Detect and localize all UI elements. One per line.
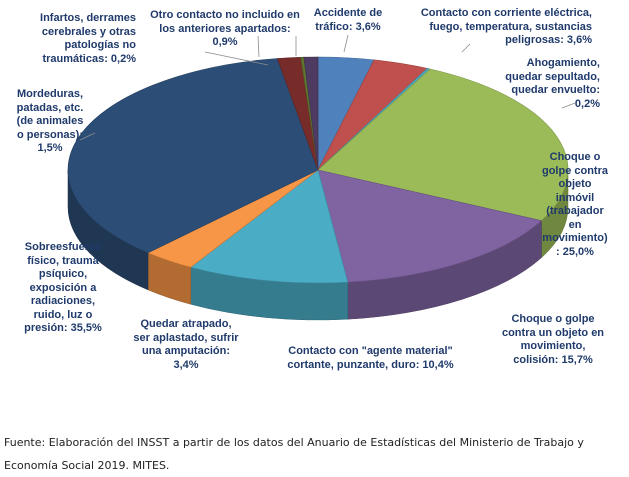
leader-line-infartos <box>257 35 260 58</box>
label-choque-inmovil: Choque o golpe contra objeto inmóvil (tr… <box>541 151 608 258</box>
label-contacto-corriente: Contacto con corriente eléctrica, fuego,… <box>420 7 592 46</box>
leader-line-trafico <box>343 34 349 53</box>
label-mordeduras: Mordeduras, patadas, etc. (de animales o… <box>16 88 84 154</box>
pie-top-faces <box>67 56 569 284</box>
pie-slice-otro-contacto-no-incluido-en-los-anterio <box>303 56 319 171</box>
leader-line-ahogamiento <box>561 102 576 109</box>
label-infartos: Infartos, derrames cerebrales y otras pa… <box>40 12 136 65</box>
leader-lines-top <box>79 34 576 141</box>
pie-slice-contacto-con-agente-material-cortante-pu <box>190 169 349 284</box>
label-ahogamiento: Ahogamiento, quedar sepultado, quedar en… <box>505 57 600 110</box>
pie-chart: Accidente de tráfico: 3,6% Contacto con … <box>16 7 608 371</box>
pie-slice-sobreesfuerzo-fisico-trauma-psiquico-exp <box>67 58 319 254</box>
label-choque-movimiento: Choque o golpe contra un objeto en movim… <box>501 313 605 366</box>
label-otro-contacto: Otro contacto no incluido en los anterio… <box>150 9 300 48</box>
source-note: Fuente: Elaboración del INSST a partir d… <box>4 436 584 472</box>
pie-slice-choque-o-golpe-contra-objeto-inmovil-tra <box>317 68 569 221</box>
pie-side-walls <box>67 169 569 321</box>
label-accidente-trafico: Accidente de tráfico: 3,6% <box>313 7 383 33</box>
leader-line-mordeduras-link <box>204 51 269 66</box>
pie-slice-choque-o-golpe-contra-un-objeto-en-movim <box>317 169 543 283</box>
leader-line-electrica <box>461 43 471 53</box>
leader-line-mordeduras <box>79 132 96 141</box>
label-sobreesfuerzo: Sobreesfuerzo físico, trauma psíquico, e… <box>24 241 102 334</box>
pie-chart-svg <box>67 34 576 321</box>
label-quedar-atrapado: Quedar atrapado, ser aplastado, sufrir u… <box>133 318 239 371</box>
label-contacto-cortante: Contacto con "agente material" cortante,… <box>287 345 454 371</box>
